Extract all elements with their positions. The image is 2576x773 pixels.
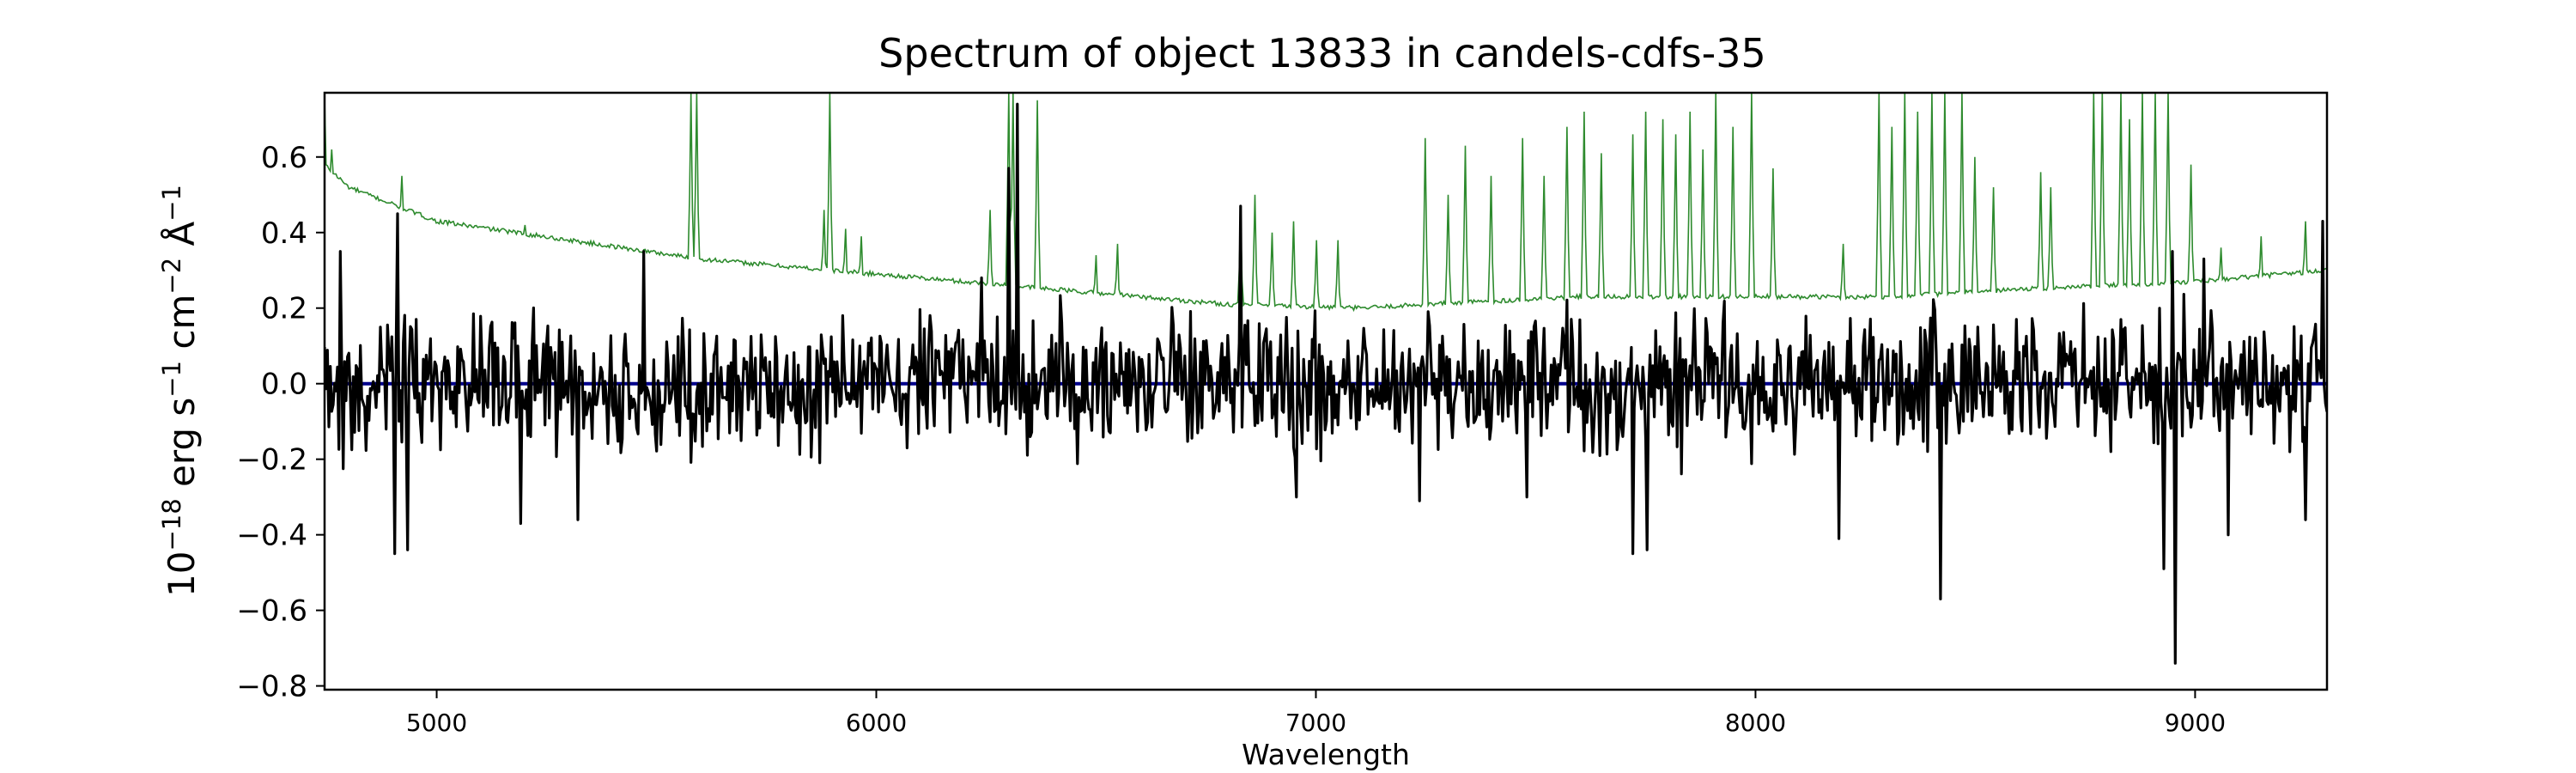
- y-axis-label: 10−18 erg s−1 cm−2 Å−1: [157, 185, 203, 597]
- y-label-ang: Å: [160, 222, 203, 258]
- y-tick-label: 0.6: [261, 141, 307, 175]
- y-tick-label: 0.0: [261, 368, 307, 402]
- x-axis: 5000 6000 7000 8000 9000: [406, 690, 2226, 737]
- y-tick-label: −0.4: [236, 519, 307, 553]
- x-tick-label: 5000: [406, 709, 467, 737]
- y-tick-label: −0.6: [236, 594, 307, 629]
- x-tick-label: 8000: [1725, 709, 1786, 737]
- chart-title: Spectrum of object 13833 in candels-cdfs…: [878, 30, 1766, 76]
- x-tick-label: 9000: [2165, 709, 2226, 737]
- x-axis-label: Wavelength: [1242, 738, 1410, 771]
- y-label-prefix: 10: [161, 551, 203, 597]
- y-label-exp1: −18: [157, 498, 186, 551]
- y-axis: −0.8 −0.6 −0.4 −0.2 0.0 0.2 0.4 0.6: [236, 141, 325, 704]
- y-tick-label: −0.2: [236, 443, 307, 478]
- plot-area: [323, 91, 2329, 691]
- y-label-exp3: −2: [157, 258, 186, 295]
- x-tick-label: 7000: [1285, 709, 1346, 737]
- y-label-cm: cm: [161, 295, 203, 361]
- y-tick-label: 0.2: [261, 292, 307, 326]
- y-tick-label: −0.8: [236, 670, 307, 704]
- y-label-erg: erg s: [161, 398, 203, 499]
- error-spectrum-line: [325, 93, 2327, 313]
- y-tick-label: 0.4: [261, 216, 307, 251]
- x-tick-label: 6000: [846, 709, 907, 737]
- series-layer: [325, 93, 2327, 665]
- flux-spectrum-line: [325, 102, 2327, 665]
- y-label-exp2: −1: [157, 361, 186, 398]
- y-label-exp4: −1: [157, 185, 186, 222]
- axes-frame: [323, 91, 2329, 691]
